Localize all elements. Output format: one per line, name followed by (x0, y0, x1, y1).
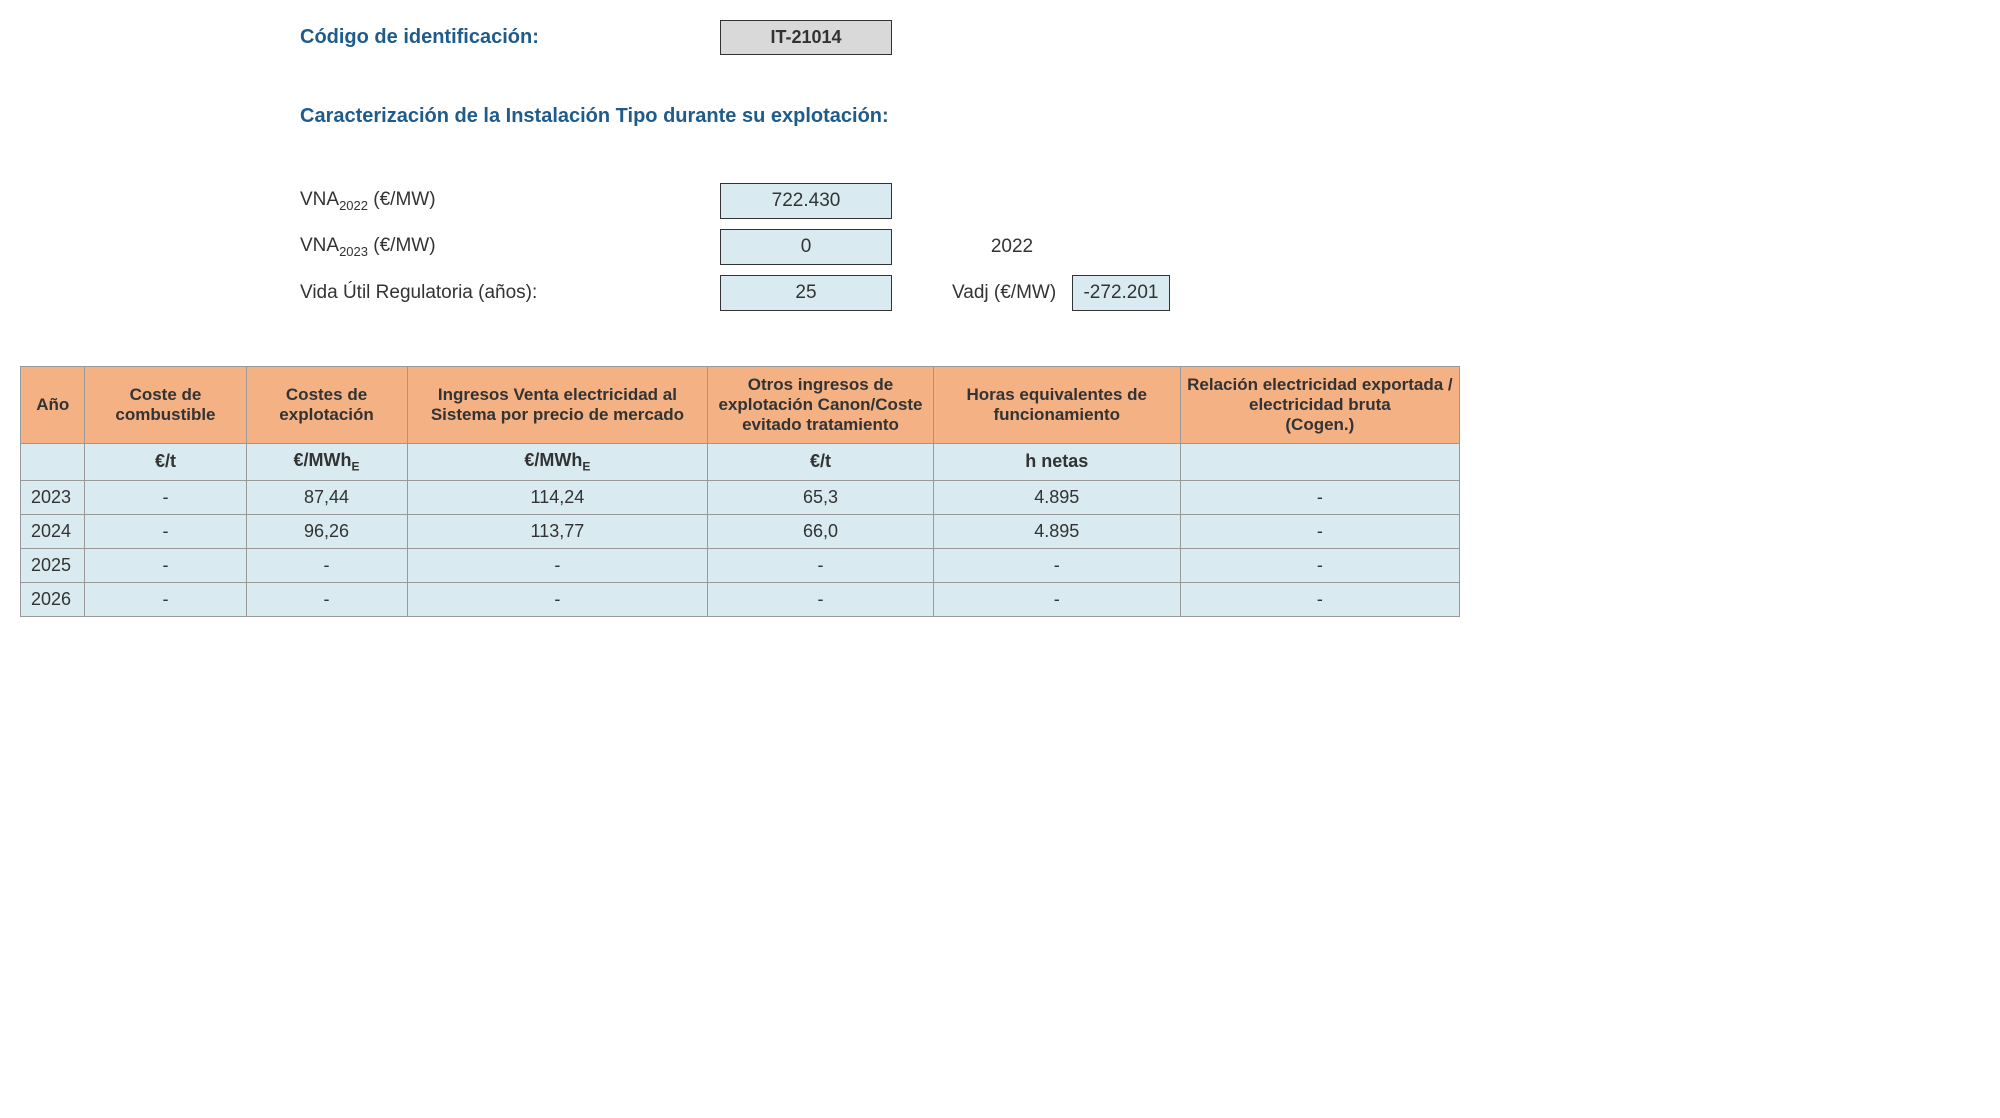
vida-label: Vida Útil Regulatoria (años): (300, 282, 720, 304)
cell-coste-comb: - (85, 514, 246, 548)
th-ano: Año (21, 367, 85, 444)
cell-horas: - (933, 548, 1180, 582)
cell-horas: 4.895 (933, 514, 1180, 548)
vna2022-value: 722.430 (720, 183, 892, 219)
vida-value: 25 (720, 275, 892, 311)
table-row: 2024-96,26113,7766,04.895- (21, 514, 1460, 548)
cell-relacion: - (1180, 480, 1459, 514)
vna2023-value: 0 (720, 229, 892, 265)
table-units-row: €/t €/MWhE €/MWhE €/t h netas (21, 444, 1460, 481)
th-ingresos-venta: Ingresos Venta electricidad al Sistema p… (407, 367, 708, 444)
vna2022-sub: 2022 (339, 198, 368, 213)
unit-coste-comb: €/t (85, 444, 246, 481)
table-row: 2026------ (21, 582, 1460, 616)
vna2022-label-pre: VNA (300, 189, 339, 210)
vna2022-label-post: (€/MW) (368, 189, 436, 210)
cell-relacion: - (1180, 514, 1459, 548)
th-costes-expl: Costes de explotación (246, 367, 407, 444)
vna2023-sub: 2023 (339, 244, 368, 259)
th-relacion: Relación electricidad exportada / electr… (1180, 367, 1459, 444)
cell-coste-comb: - (85, 548, 246, 582)
unit-horas: h netas (933, 444, 1180, 481)
vna2023-label-pre: VNA (300, 235, 339, 256)
codigo-label: Código de identificación: (300, 26, 720, 49)
cell-otros-ingresos: 65,3 (708, 480, 934, 514)
vadj-value: -272.201 (1072, 275, 1170, 311)
cell-ingresos-venta: - (407, 548, 708, 582)
data-table: Año Coste de combustible Costes de explo… (20, 366, 1460, 617)
cell-coste-comb: - (85, 582, 246, 616)
cell-costes-expl: - (246, 582, 407, 616)
year-right: 2022 (892, 236, 1132, 258)
cell-ingresos-venta: 113,77 (407, 514, 708, 548)
cell-otros-ingresos: - (708, 548, 934, 582)
vna2023-label: VNA2023 (€/MW) (300, 235, 720, 259)
table-header-row: Año Coste de combustible Costes de explo… (21, 367, 1460, 444)
cell-otros-ingresos: - (708, 582, 934, 616)
caracterizacion-label: Caracterización de la Instalación Tipo d… (300, 105, 1480, 128)
th-otros-ingresos: Otros ingresos de explotación Canon/Cost… (708, 367, 934, 444)
cell-ano: 2024 (21, 514, 85, 548)
unit-ingresos-venta: €/MWhE (407, 444, 708, 481)
cell-ingresos-venta: - (407, 582, 708, 616)
cell-horas: - (933, 582, 1180, 616)
cell-costes-expl: - (246, 548, 407, 582)
unit-ano (21, 444, 85, 481)
cell-relacion: - (1180, 582, 1459, 616)
cell-coste-comb: - (85, 480, 246, 514)
cell-costes-expl: 87,44 (246, 480, 407, 514)
cell-horas: 4.895 (933, 480, 1180, 514)
unit-relacion (1180, 444, 1459, 481)
cell-ano: 2023 (21, 480, 85, 514)
cell-otros-ingresos: 66,0 (708, 514, 934, 548)
unit-costes-expl: €/MWhE (246, 444, 407, 481)
th-coste-comb: Coste de combustible (85, 367, 246, 444)
cell-relacion: - (1180, 548, 1459, 582)
cell-costes-expl: 96,26 (246, 514, 407, 548)
vna2023-label-post: (€/MW) (368, 235, 436, 256)
cell-ingresos-venta: 114,24 (407, 480, 708, 514)
vna2022-label: VNA2022 (€/MW) (300, 189, 720, 213)
table-row: 2023-87,44114,2465,34.895- (21, 480, 1460, 514)
codigo-value-box: IT-21014 (720, 20, 892, 55)
cell-ano: 2025 (21, 548, 85, 582)
th-horas: Horas equivalentes de funcionamiento (933, 367, 1180, 444)
table-row: 2025------ (21, 548, 1460, 582)
vadj-label: Vadj (€/MW) (952, 282, 1072, 304)
cell-ano: 2026 (21, 582, 85, 616)
unit-otros-ingresos: €/t (708, 444, 934, 481)
